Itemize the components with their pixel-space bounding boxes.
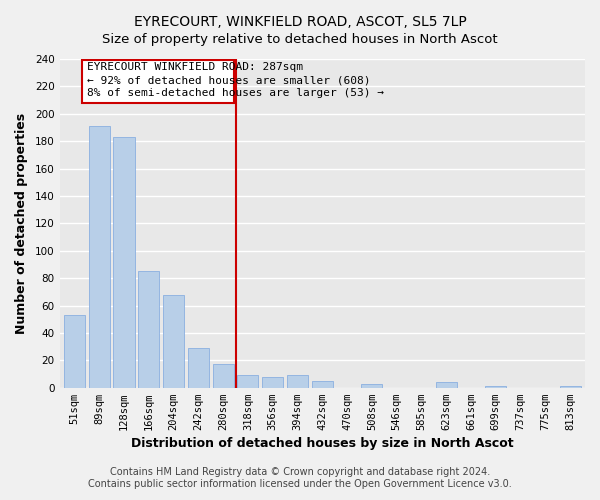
Bar — [163, 294, 184, 388]
Text: EYRECOURT, WINKFIELD ROAD, ASCOT, SL5 7LP: EYRECOURT, WINKFIELD ROAD, ASCOT, SL5 7L… — [134, 15, 466, 29]
Y-axis label: Number of detached properties: Number of detached properties — [15, 113, 28, 334]
Bar — [188, 348, 209, 388]
Text: Contains HM Land Registry data © Crown copyright and database right 2024.
Contai: Contains HM Land Registry data © Crown c… — [88, 468, 512, 489]
Bar — [312, 381, 333, 388]
Bar — [287, 376, 308, 388]
Bar — [560, 386, 581, 388]
Bar — [262, 376, 283, 388]
Bar — [89, 126, 110, 388]
Bar — [138, 272, 160, 388]
Bar — [361, 384, 382, 388]
Text: EYRECOURT WINKFIELD ROAD: 287sqm: EYRECOURT WINKFIELD ROAD: 287sqm — [87, 62, 303, 72]
Bar — [113, 137, 134, 388]
Bar — [436, 382, 457, 388]
Text: ← 92% of detached houses are smaller (608): ← 92% of detached houses are smaller (60… — [87, 76, 370, 86]
Bar — [212, 364, 233, 388]
Text: 8% of semi-detached houses are larger (53) →: 8% of semi-detached houses are larger (5… — [87, 88, 384, 98]
Bar — [238, 376, 259, 388]
Text: Size of property relative to detached houses in North Ascot: Size of property relative to detached ho… — [102, 32, 498, 46]
Bar — [64, 315, 85, 388]
Bar — [485, 386, 506, 388]
FancyBboxPatch shape — [82, 60, 234, 103]
X-axis label: Distribution of detached houses by size in North Ascot: Distribution of detached houses by size … — [131, 437, 514, 450]
